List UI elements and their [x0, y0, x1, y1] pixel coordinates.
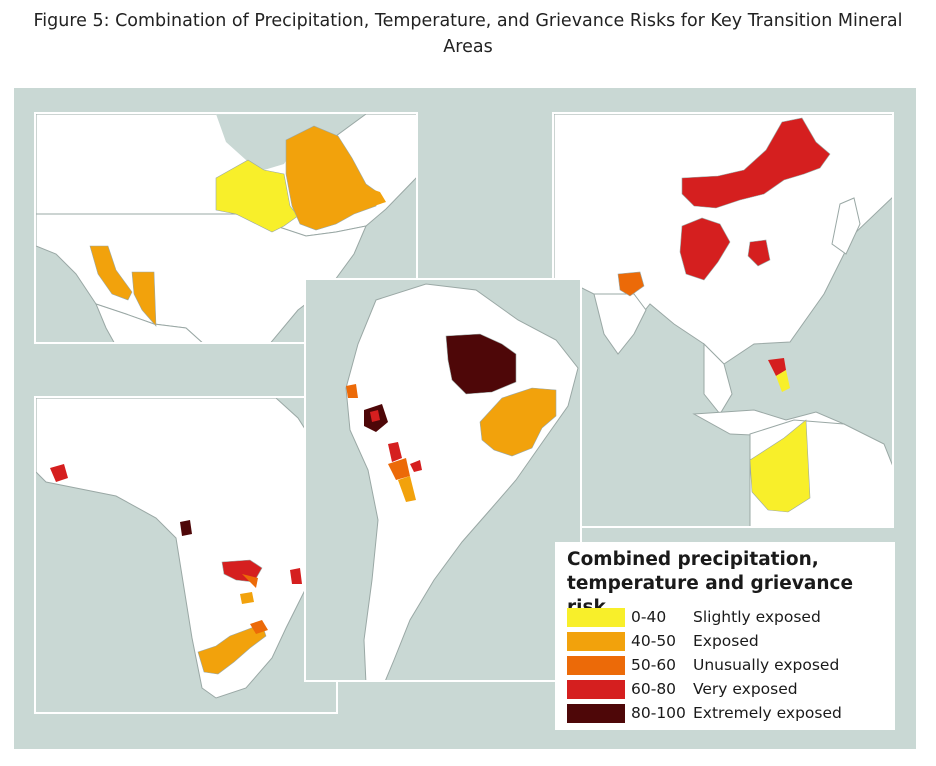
gabon-region	[180, 520, 192, 536]
north-america-map	[36, 114, 416, 342]
nevada-region	[131, 271, 157, 327]
south-america-map	[345, 283, 579, 680]
bahia-region	[479, 387, 557, 457]
legend-range: 80-100	[631, 704, 686, 722]
legend-item-unusually-exposed: 50-60 Unusually exposed	[567, 654, 839, 676]
chile-region-a	[388, 458, 410, 480]
legend-label: Slightly exposed	[693, 608, 821, 626]
legend-label: Exposed	[693, 632, 759, 650]
india-land	[593, 293, 647, 355]
para-region	[445, 333, 517, 395]
japan-land	[831, 197, 861, 255]
south-america-map-panel	[304, 278, 582, 682]
legend-item-very-exposed: 60-80 Very exposed	[567, 678, 798, 700]
legend-label: Very exposed	[693, 680, 798, 698]
legend-item-slightly-exposed: 0-40 Slightly exposed	[567, 606, 821, 628]
zimbabwe-region	[240, 592, 254, 604]
legend-range: 0-40	[631, 608, 667, 626]
figure-title-line-1: Figure 5: Combination of Precipitation, …	[33, 11, 903, 31]
legend-swatch	[567, 703, 625, 723]
bolivia-region	[388, 442, 402, 462]
south-america-land	[345, 283, 579, 680]
mexico-land	[95, 303, 203, 342]
california-region	[89, 245, 133, 301]
limpopo-region	[250, 620, 268, 634]
mozambique-region	[290, 568, 302, 584]
legend-range: 60-80	[631, 680, 677, 698]
legend-swatch	[567, 631, 625, 651]
usa-land	[36, 213, 367, 342]
argentina-region	[398, 476, 416, 502]
inner-mongolia-region	[681, 117, 831, 209]
asia-australia-map	[554, 114, 892, 526]
figure-title: Figure 5: Combination of Precipitation, …	[0, 8, 936, 60]
southeast-asia-land	[703, 342, 733, 415]
north-america-map-panel	[34, 112, 418, 344]
hudson-bay	[216, 114, 298, 170]
peru-north-region	[346, 384, 358, 398]
newfoundland-region	[356, 184, 386, 206]
legend-swatch	[567, 655, 625, 675]
jiangxi-region	[747, 239, 771, 267]
western-australia-region	[749, 419, 811, 513]
legend-item-exposed: 40-50 Exposed	[567, 630, 759, 652]
copperbelt-region-b	[242, 574, 258, 588]
legend-swatch	[567, 607, 625, 627]
africa-map-panel	[34, 396, 338, 714]
figure-title-line-2: Areas	[443, 37, 493, 57]
africa-land	[36, 398, 336, 699]
legend-label: Unusually exposed	[693, 656, 840, 674]
peru-south-red	[370, 410, 380, 422]
legend-range: 40-50	[631, 632, 677, 650]
sichuan-region	[679, 217, 731, 281]
legend-range: 50-60	[631, 656, 677, 674]
quebec-region	[285, 125, 381, 231]
argentina-region-b	[410, 460, 422, 472]
legend-label: Extremely exposed	[693, 704, 842, 722]
south-africa-region	[197, 623, 267, 675]
legend-swatch	[567, 679, 625, 699]
legend-title-line-1: Combined precipitation,	[567, 549, 819, 570]
sulawesi-region-slightly	[776, 370, 790, 392]
map-legend: Combined precipitation, temperature and …	[555, 542, 895, 730]
sulawesi-region-very	[768, 358, 786, 376]
ontario-region	[215, 159, 299, 233]
odisha-region	[617, 271, 645, 297]
africa-map	[36, 398, 336, 699]
asia-australia-map-panel	[552, 112, 894, 528]
legend-item-extremely-exposed: 80-100 Extremely exposed	[567, 702, 842, 724]
guinea-region	[50, 464, 68, 482]
